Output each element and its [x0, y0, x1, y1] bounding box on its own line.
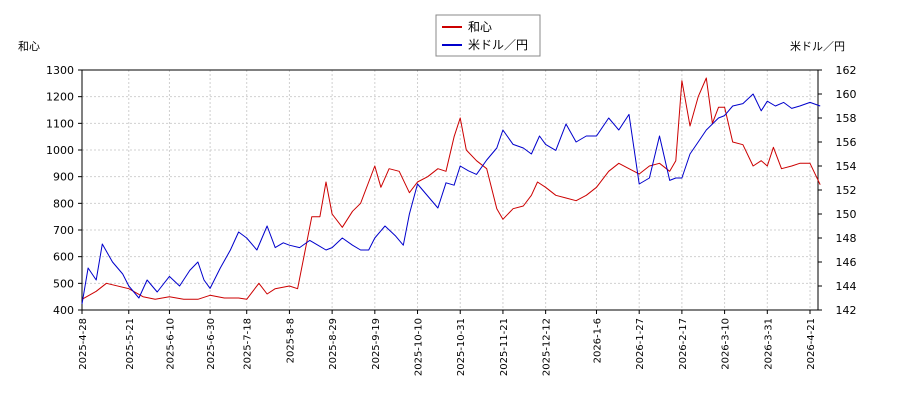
right-axis: 142 144 146 148 150 152 154 156 158 160 162 [818, 64, 857, 317]
left-tick-label: 1300 [46, 64, 74, 77]
left-tick-label: 600 [53, 251, 74, 264]
right-tick-label: 160 [836, 88, 857, 101]
left-tick-label: 800 [53, 197, 74, 210]
right-tick-label: 142 [836, 304, 857, 317]
x-tick-label: 2025-11-21 [499, 318, 510, 376]
series-line-wagokoro [81, 77, 821, 300]
right-tick-label: 146 [836, 256, 857, 269]
right-tick-label: 154 [836, 160, 857, 173]
right-tick-label: 148 [836, 232, 857, 245]
right-tick-label: 144 [836, 280, 857, 293]
x-tick-label: 2025-7-18 [243, 318, 254, 370]
legend-label-wagokoro: 和心 [468, 20, 492, 34]
left-tick-label: 1000 [46, 144, 74, 157]
x-tick-label: 2026-3-10 [721, 318, 732, 370]
x-tick-label: 2025-4-28 [78, 318, 89, 370]
x-tick-label: 2025-6-10 [165, 318, 176, 370]
left-tick-label: 700 [53, 224, 74, 237]
x-tick-label: 2026-3-31 [763, 318, 774, 370]
left-axis-title: 和心 [18, 40, 40, 53]
legend: 和心 米ドル／円 [435, 14, 541, 57]
right-tick-label: 158 [836, 112, 857, 125]
series-line-usdjpy [81, 93, 821, 305]
x-tick-label: 2025-9-19 [371, 318, 382, 370]
x-tick-label: 2025-5-21 [125, 318, 136, 370]
x-tick-label: 2025-8-29 [328, 318, 339, 370]
left-tick-label: 1200 [46, 91, 74, 104]
right-tick-label: 150 [836, 208, 857, 221]
x-tick-label: 2025-10-31 [456, 318, 467, 376]
x-tick-label: 2025-8-8 [285, 318, 296, 363]
right-axis-title: 米ドル／円 [790, 40, 845, 53]
right-tick-label: 156 [836, 136, 857, 149]
x-tick-label: 2026-1-6 [592, 318, 603, 363]
x-tick-label: 2025-12-12 [542, 318, 553, 376]
gridlines [81, 69, 818, 311]
left-tick-label: 900 [53, 171, 74, 184]
x-tick-label: 2026-4-21 [806, 318, 817, 370]
x-axis: 2025-4-28 2025-5-21 2025-6-10 2025-6-30 2025… [78, 310, 817, 376]
left-tick-label: 1100 [46, 117, 74, 130]
legend-label-usdjpy: 米ドル／円 [468, 38, 528, 52]
legend-box [435, 14, 541, 57]
x-tick-label: 2026-1-27 [635, 318, 646, 370]
series-lines [81, 77, 821, 305]
plot-area-frame [81, 69, 819, 311]
x-tick-label: 2026-2-17 [678, 318, 689, 370]
left-axis: 400 500 600 700 800 900 1000 1100 1200 1300 [46, 64, 82, 317]
left-tick-label: 400 [53, 304, 74, 317]
right-tick-label: 162 [836, 64, 857, 77]
left-tick-label: 500 [53, 277, 74, 290]
right-tick-label: 152 [836, 184, 857, 197]
x-tick-label: 2025-6-30 [206, 318, 217, 370]
x-tick-label: 2025-10-10 [414, 318, 425, 376]
